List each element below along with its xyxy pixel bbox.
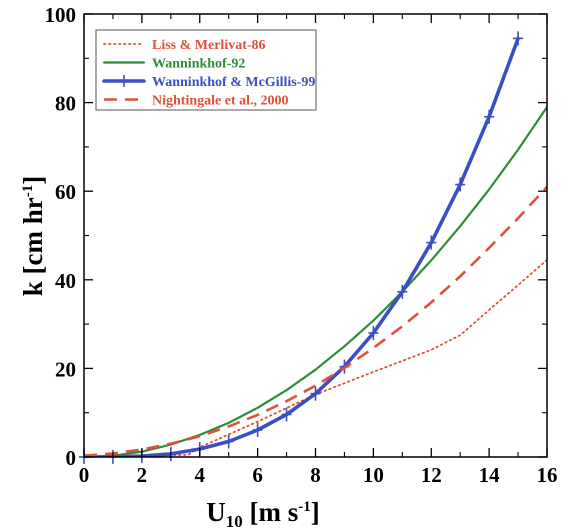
legend-label: Nightingale et al., 2000 [152,94,289,109]
x-tick-label: 16 [537,463,558,487]
x-tick-label: 6 [252,463,263,487]
legend-label: Wanninkhof-92 [152,57,245,72]
x-tick-label: 14 [479,463,501,487]
series-line [84,185,547,457]
y-tick-label: 60 [55,180,76,204]
y-tick-label: 100 [45,3,77,27]
x-tick-label: 4 [195,463,206,487]
legend: Liss & Merlivat-86 Wanninkhof-92 Wanninkho… [95,29,317,111]
series-line [84,258,547,457]
x-tick-label: 8 [310,463,321,487]
x-tick-label: 12 [421,463,442,487]
legend-box [95,29,317,111]
x-tick-label: 0 [79,463,90,487]
x-axis-label: U10 [m s-1] [206,497,320,531]
legend-label: Liss & Merlivat-86 [152,38,266,53]
x-tick-label: 10 [363,463,384,487]
x-tick-label: 2 [137,463,148,487]
y-tick-label: 40 [55,269,76,293]
series-line [84,36,520,457]
y-tick-label: 80 [55,92,76,116]
series-line [84,105,547,457]
y-tick-label: 20 [55,357,76,381]
legend-label: Wanninkhof & McGillis-99 [152,75,315,90]
y-axis-label: k [cm hr-1] [18,176,48,296]
y-tick-label: 0 [66,446,77,470]
axis-ticks: 0 2 4 6 8 10 12 14 16 0 20 40 60 80 100 [45,3,558,487]
